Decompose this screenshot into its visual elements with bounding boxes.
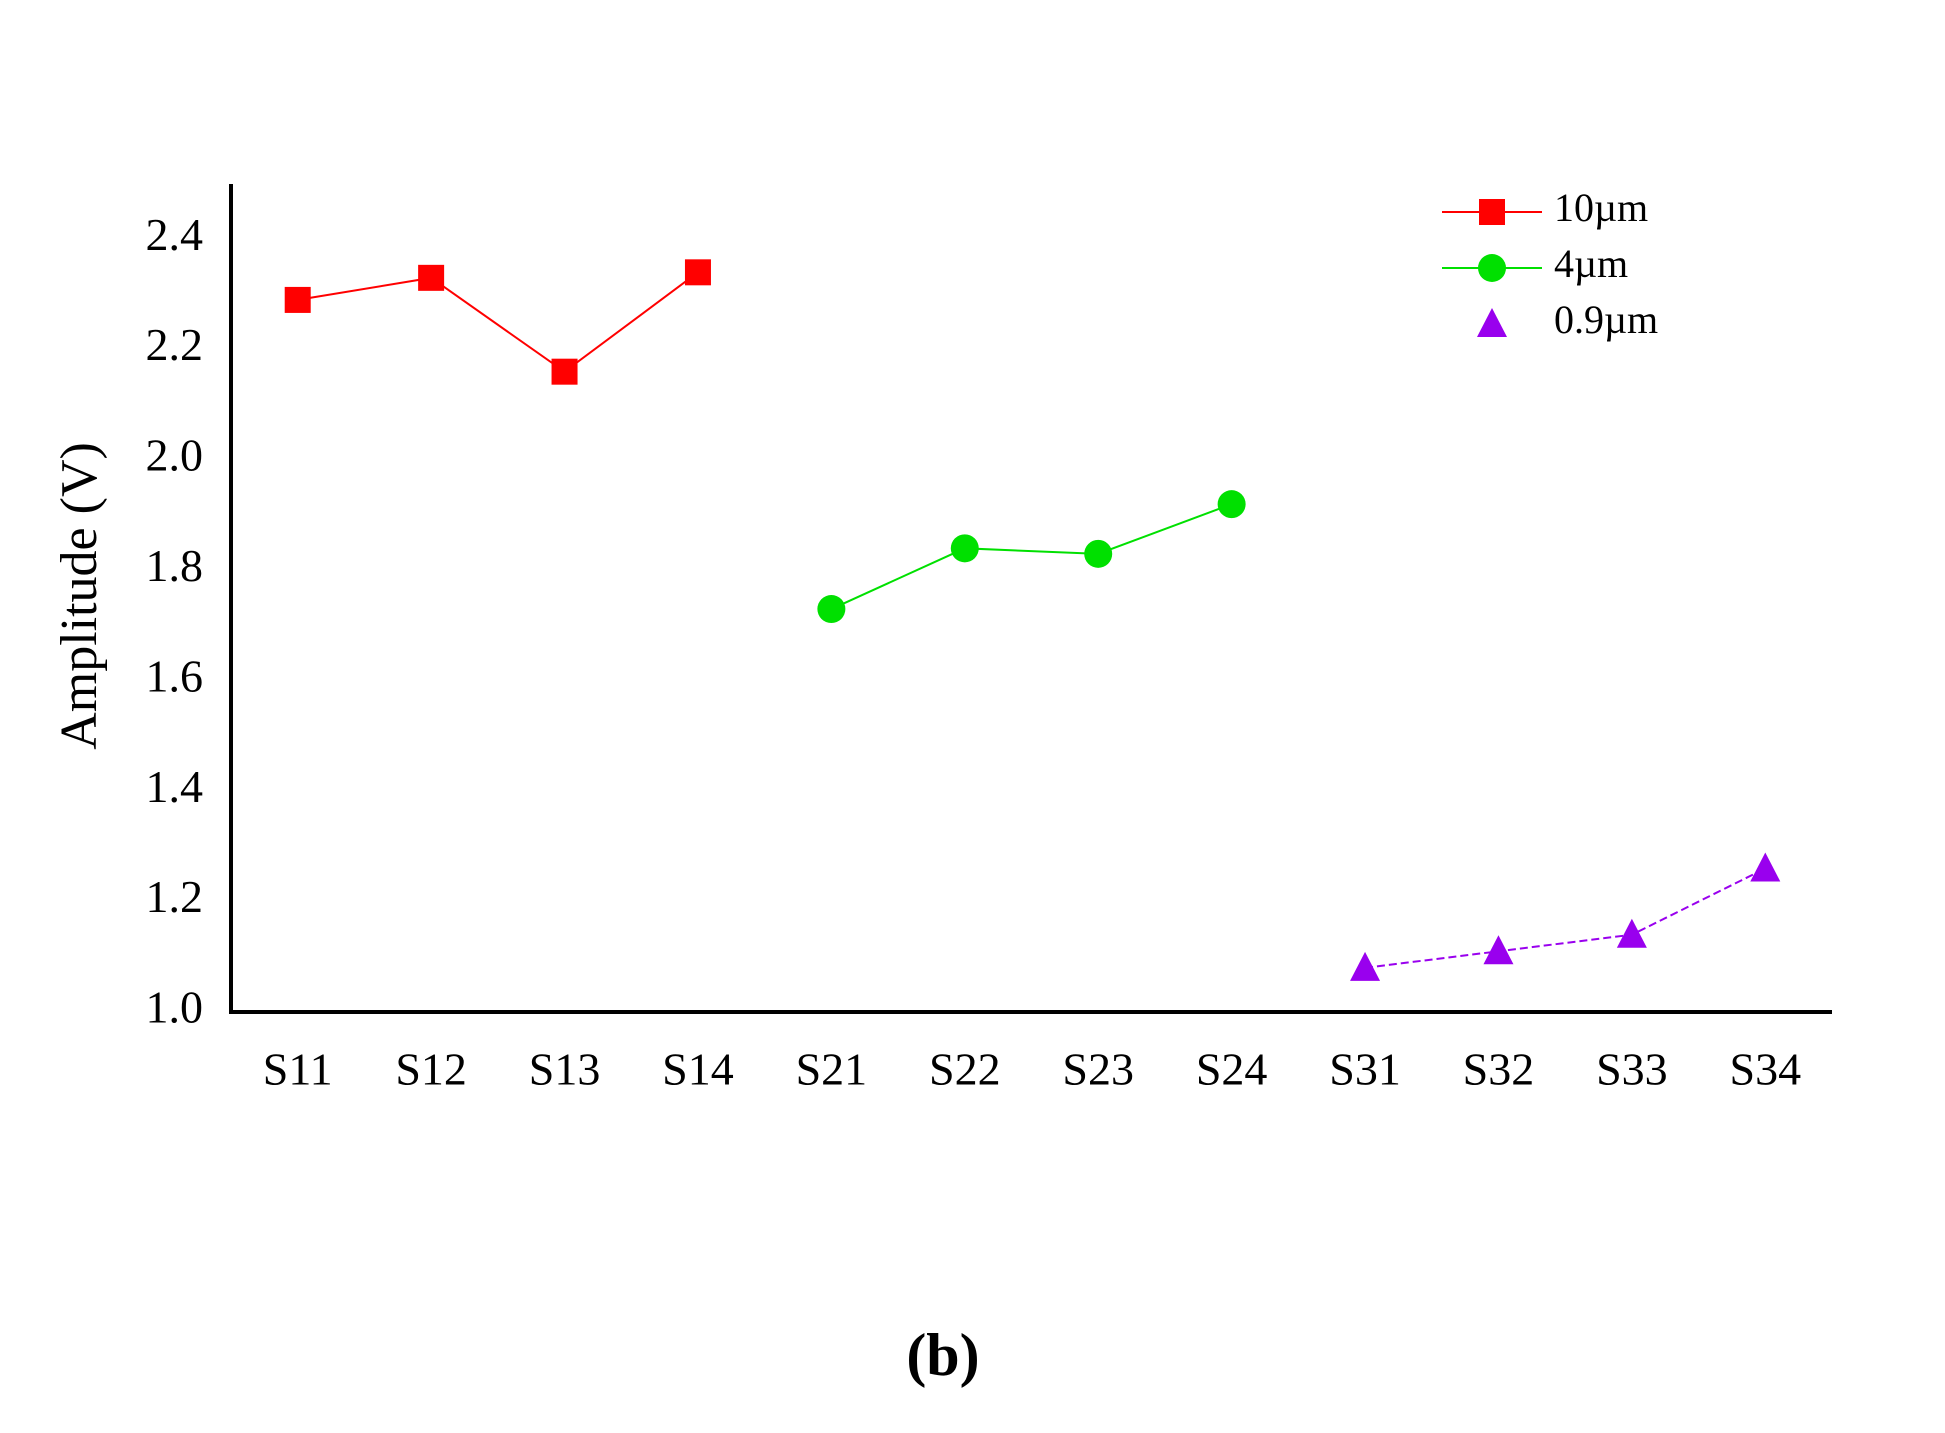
x-tick-label: S12 xyxy=(395,1044,467,1095)
x-tick-label: S13 xyxy=(529,1044,601,1095)
legend-label: 4µm xyxy=(1554,241,1628,286)
marker xyxy=(1217,490,1246,519)
marker xyxy=(1084,539,1113,568)
x-tick-label: S24 xyxy=(1196,1044,1268,1095)
marker xyxy=(284,286,311,313)
legend-marker xyxy=(1479,199,1505,225)
y-tick-label: 1.6 xyxy=(146,650,204,701)
y-tick-label: 1.8 xyxy=(146,540,204,591)
marker xyxy=(1350,951,1381,981)
y-tick-label: 1.2 xyxy=(146,871,204,922)
y-tick-label: 2.0 xyxy=(146,430,204,481)
x-tick-label: S22 xyxy=(929,1044,1001,1095)
marker xyxy=(551,358,578,385)
y-tick-label: 1.4 xyxy=(146,761,204,812)
legend-marker xyxy=(1478,254,1506,282)
x-tick-label: S32 xyxy=(1463,1044,1535,1095)
y-tick-label: 2.4 xyxy=(146,209,204,260)
marker xyxy=(950,534,979,563)
legend-label: 10µm xyxy=(1554,185,1648,230)
y-axis-label: Amplitude (V) xyxy=(51,442,108,750)
marker xyxy=(1750,852,1781,882)
x-tick-label: S23 xyxy=(1062,1044,1134,1095)
x-tick-label: S33 xyxy=(1596,1044,1668,1095)
marker xyxy=(817,595,846,624)
marker xyxy=(418,264,445,291)
marker xyxy=(684,259,711,286)
marker xyxy=(1483,935,1514,965)
y-tick-label: 2.2 xyxy=(146,319,204,370)
x-tick-label: S34 xyxy=(1729,1044,1801,1095)
legend-marker xyxy=(1477,308,1507,337)
caption: (b) xyxy=(906,1322,979,1388)
x-tick-label: S21 xyxy=(796,1044,868,1095)
x-tick-label: S31 xyxy=(1329,1044,1401,1095)
marker xyxy=(1616,918,1647,948)
series-line xyxy=(297,271,699,373)
series-line xyxy=(1364,867,1766,969)
legend-label: 0.9µm xyxy=(1554,297,1658,342)
series-line xyxy=(830,503,1232,610)
y-tick-label: 1.0 xyxy=(146,982,204,1033)
x-tick-label: S11 xyxy=(263,1044,333,1095)
x-tick-label: S14 xyxy=(662,1044,734,1095)
